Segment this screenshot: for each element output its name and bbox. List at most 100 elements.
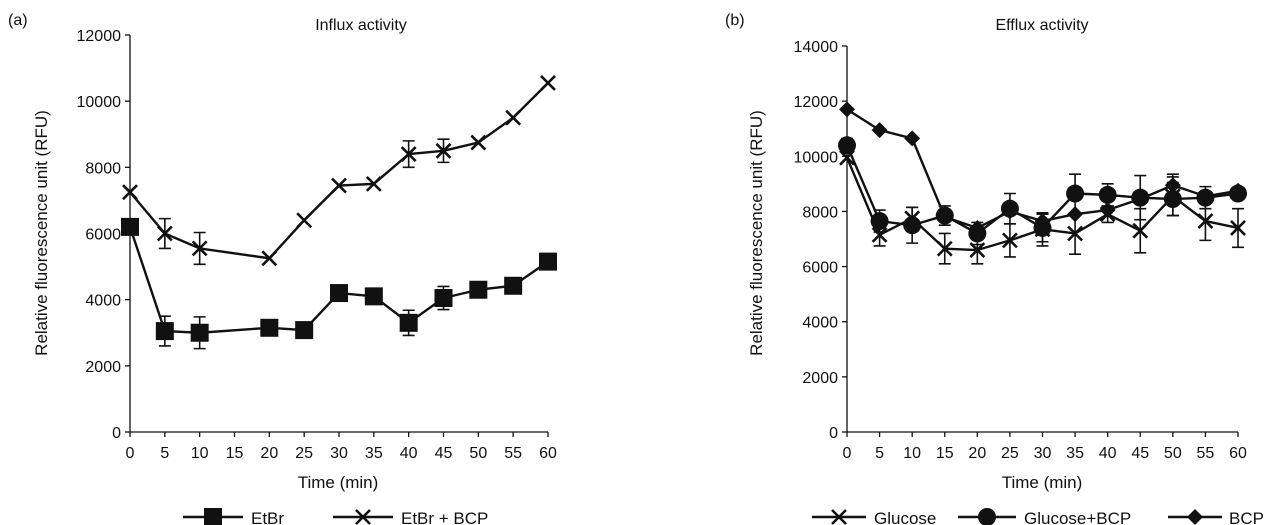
data-point <box>871 122 888 139</box>
y-tick-label: 4000 <box>802 315 838 332</box>
panel-b-label: (b) <box>725 12 745 29</box>
data-point <box>904 130 921 147</box>
data-point <box>435 142 452 159</box>
panel-a-series <box>121 75 557 350</box>
data-point <box>539 252 557 271</box>
y-tick-label: 8000 <box>802 204 838 221</box>
x-tick-label: 50 <box>469 445 487 462</box>
data-point <box>1197 213 1214 229</box>
panel-b-y-axis-title: Relative fluorescence unit (RFU) <box>747 110 766 356</box>
panel-efflux: (b) Efflux activity Time (min) Relative … <box>725 12 1264 525</box>
data-point <box>1230 182 1246 199</box>
x-tick-label: 30 <box>330 445 348 462</box>
y-tick-label: 8000 <box>85 160 121 177</box>
data-point <box>504 276 523 295</box>
x-tick-label: 10 <box>903 445 921 462</box>
data-point <box>296 212 313 229</box>
legend-marker <box>831 509 847 525</box>
legend-entry: BCP <box>1168 509 1264 525</box>
y-tick-label: 10000 <box>794 149 839 166</box>
data-point <box>190 323 209 342</box>
data-point <box>365 175 382 192</box>
data-point <box>261 250 278 267</box>
legend-label: BCP <box>1229 509 1264 525</box>
data-point <box>870 212 889 231</box>
data-point <box>1197 188 1214 205</box>
legend-entry: Glucose <box>812 509 936 525</box>
data-point <box>969 242 986 258</box>
y-tick-label: 0 <box>829 425 838 442</box>
panel-a-x-axis-title: Time (min) <box>298 473 379 492</box>
legend-entry: EtBr + BCP <box>333 509 488 525</box>
data-point <box>1067 225 1083 242</box>
panel-b-legend: Glucose Glucose+BCP BCP <box>812 508 1264 525</box>
data-point <box>399 313 418 332</box>
x-tick-label: 15 <box>226 445 244 462</box>
data-point <box>839 149 855 166</box>
panel-influx: (a) Influx activity Time (min) Relative … <box>8 12 557 525</box>
y-tick-label: 6000 <box>802 260 838 277</box>
y-tick-label: 2000 <box>802 370 838 387</box>
panel-b-series <box>838 101 1247 265</box>
y-tick-label: 6000 <box>85 227 121 244</box>
series-etbr <box>121 217 557 350</box>
series-etbr-bcp <box>122 75 556 267</box>
x-tick-label: 20 <box>260 445 278 462</box>
data-point <box>1098 185 1117 204</box>
x-tick-label: 5 <box>875 445 884 462</box>
data-point <box>434 289 453 308</box>
y-tick-label: 12000 <box>794 94 839 111</box>
legend-label: Glucose <box>874 509 936 525</box>
x-tick-label: 45 <box>1131 445 1149 462</box>
data-point <box>121 217 139 236</box>
data-point <box>1066 184 1085 203</box>
x-tick-label: 15 <box>936 445 954 462</box>
x-tick-label: 25 <box>1001 445 1019 462</box>
y-tick-label: 2000 <box>85 359 121 376</box>
data-point <box>1002 232 1018 249</box>
data-point <box>1099 202 1116 219</box>
panel-a-y-axis-title: Relative fluorescence unit (RFU) <box>32 110 51 356</box>
data-point <box>540 75 556 91</box>
panel-b-axes: 0 2000 4000 6000 8000 10000 12000 14000 0 5 10 15 20… <box>794 39 1248 462</box>
x-tick-label: 35 <box>365 445 383 462</box>
y-tick-label: 14000 <box>794 39 839 56</box>
x-tick-label: 10 <box>191 445 209 462</box>
panel-a-title: Influx activity <box>315 17 407 34</box>
panel-a-label: (a) <box>8 12 28 29</box>
data-point <box>936 208 953 225</box>
data-point <box>330 284 348 303</box>
series-glucose <box>839 149 1246 265</box>
data-point <box>1163 190 1182 209</box>
data-point <box>1132 191 1149 208</box>
panel-a-axes: 0 2000 4000 6000 8000 10000 12000 0 5 10 15 20 25 30 3… <box>77 28 558 462</box>
data-point <box>1164 177 1181 194</box>
y-tick-label: 4000 <box>85 293 121 310</box>
x-tick-label: 30 <box>1034 445 1052 462</box>
x-tick-label: 5 <box>160 445 169 462</box>
x-tick-label: 20 <box>968 445 986 462</box>
data-point <box>1132 222 1149 239</box>
data-point <box>838 136 856 155</box>
data-point <box>331 177 347 194</box>
x-tick-label: 40 <box>400 445 418 462</box>
series-bcp <box>839 101 1246 236</box>
data-point <box>295 321 314 340</box>
legend-label: Glucose+BCP <box>1024 509 1131 525</box>
legend-label: EtBr <box>251 509 284 525</box>
data-point <box>505 109 522 126</box>
data-point <box>1001 203 1018 220</box>
x-tick-label: 45 <box>435 445 453 462</box>
x-tick-label: 55 <box>504 445 522 462</box>
y-tick-label: 10000 <box>77 94 122 111</box>
x-tick-label: 40 <box>1099 445 1117 462</box>
data-point <box>470 134 487 151</box>
data-point <box>1230 220 1246 236</box>
data-point <box>364 287 383 306</box>
panel-a-legend: EtBr EtBr + BCP <box>183 508 488 525</box>
legend-entry: EtBr <box>183 508 284 525</box>
data-point <box>122 184 138 201</box>
data-point <box>839 101 855 118</box>
series-line <box>129 82 549 260</box>
